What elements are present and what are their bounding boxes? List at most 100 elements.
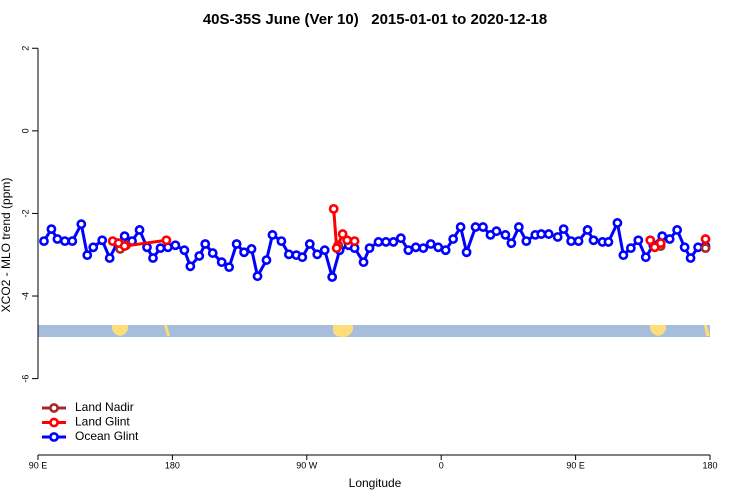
point	[582, 225, 593, 235]
point	[283, 249, 294, 260]
point	[46, 224, 57, 235]
point	[558, 224, 569, 235]
point	[119, 231, 130, 242]
land	[704, 325, 710, 336]
legend-label: Land Glint	[75, 415, 130, 429]
point	[337, 229, 348, 239]
point	[67, 236, 78, 246]
point	[566, 236, 577, 246]
y-tick-label: 2	[20, 46, 30, 51]
point	[395, 233, 406, 244]
x-tick-label: 180	[702, 460, 717, 470]
point	[543, 229, 554, 239]
land	[333, 325, 353, 337]
point	[194, 251, 205, 261]
point	[97, 235, 108, 246]
point	[461, 247, 472, 258]
point	[536, 229, 547, 239]
point	[625, 243, 636, 254]
point	[52, 234, 63, 244]
point	[104, 253, 115, 263]
point	[700, 234, 711, 244]
point	[672, 225, 683, 235]
point	[500, 230, 511, 240]
point	[470, 222, 481, 232]
point	[679, 242, 690, 253]
point	[328, 203, 339, 214]
point	[381, 237, 391, 247]
point	[200, 239, 211, 249]
y-axis-label: XCO2 - MLO trend (ppm)	[0, 178, 13, 313]
point	[312, 249, 323, 260]
point	[155, 243, 166, 254]
point	[440, 245, 451, 256]
point	[231, 239, 242, 249]
point	[119, 241, 130, 251]
point	[410, 242, 421, 253]
point	[207, 248, 218, 258]
x-tick-label: 0	[439, 460, 444, 470]
point	[618, 250, 629, 261]
point	[297, 252, 308, 263]
point	[246, 244, 257, 254]
point	[161, 235, 172, 246]
point	[327, 272, 338, 282]
y-tick-label: 0	[20, 128, 30, 133]
point	[39, 236, 49, 246]
y-tick-label: -2	[20, 209, 30, 217]
point	[521, 236, 532, 246]
point	[364, 243, 375, 254]
point	[59, 236, 70, 246]
point	[342, 235, 353, 246]
y-tick-label: -6	[20, 375, 30, 383]
point	[82, 250, 93, 261]
legend-label: Ocean Glint	[75, 429, 139, 443]
point	[252, 271, 263, 282]
point	[179, 245, 190, 256]
point	[552, 232, 563, 242]
y-tick-label: -4	[20, 292, 30, 300]
map-strip	[38, 325, 710, 337]
point	[142, 242, 152, 253]
point	[640, 252, 651, 263]
point	[700, 243, 711, 254]
point	[478, 222, 488, 232]
point	[491, 226, 502, 237]
point	[276, 236, 287, 246]
legend-label: Land Nadir	[75, 400, 134, 414]
point	[239, 247, 249, 258]
land	[650, 325, 666, 336]
land	[164, 325, 170, 336]
point	[331, 243, 342, 254]
point	[373, 237, 384, 247]
point	[76, 219, 87, 230]
point	[693, 242, 703, 253]
legend-marker	[49, 432, 59, 442]
x-tick-label: 90 W	[296, 460, 318, 470]
point	[455, 222, 466, 232]
point	[216, 257, 227, 268]
point	[448, 234, 459, 244]
point	[612, 218, 623, 228]
point	[506, 238, 517, 249]
point	[588, 235, 599, 246]
x-axis-label: Longitude	[349, 476, 402, 490]
point	[573, 236, 584, 246]
point	[261, 255, 272, 265]
point	[224, 262, 235, 273]
x-tick-label: 180	[165, 460, 180, 470]
chart-title: 40S-35S June (Ver 10) 2015-01-01 to 2020…	[203, 11, 547, 28]
point	[358, 257, 369, 268]
x-tick-label: 90 E	[29, 460, 48, 470]
ocean-strip	[38, 325, 710, 337]
point	[267, 230, 278, 240]
point	[319, 245, 330, 256]
legend-marker	[49, 403, 59, 413]
point	[655, 238, 666, 249]
point	[170, 240, 181, 251]
point	[633, 235, 644, 246]
point	[134, 225, 145, 235]
point	[513, 222, 524, 232]
point	[304, 239, 315, 249]
